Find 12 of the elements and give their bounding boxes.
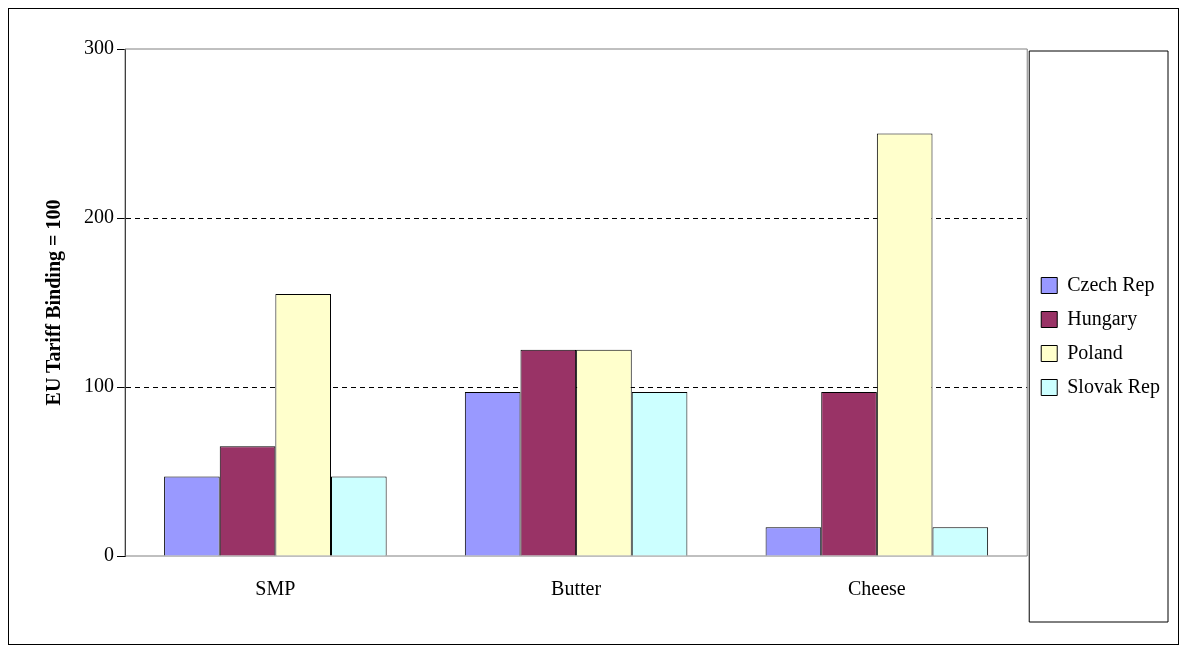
x-tick-label: SMP (255, 577, 296, 600)
y-axis-title: EU Tariff Binding = 100 (42, 199, 66, 406)
legend-label: Hungary (1067, 306, 1138, 330)
y-tick-label: 100 (84, 374, 114, 397)
x-tick-label: Butter (551, 577, 602, 600)
y-tick-label: 0 (104, 543, 114, 566)
y-tick-label: 200 (84, 205, 114, 228)
x-tick-label: Cheese (847, 577, 906, 600)
y-tick-label: 300 (84, 36, 114, 59)
legend-label: Slovak Rep (1067, 374, 1161, 398)
legend-label: Czech Rep (1067, 272, 1155, 296)
legend-label: Poland (1067, 340, 1123, 363)
